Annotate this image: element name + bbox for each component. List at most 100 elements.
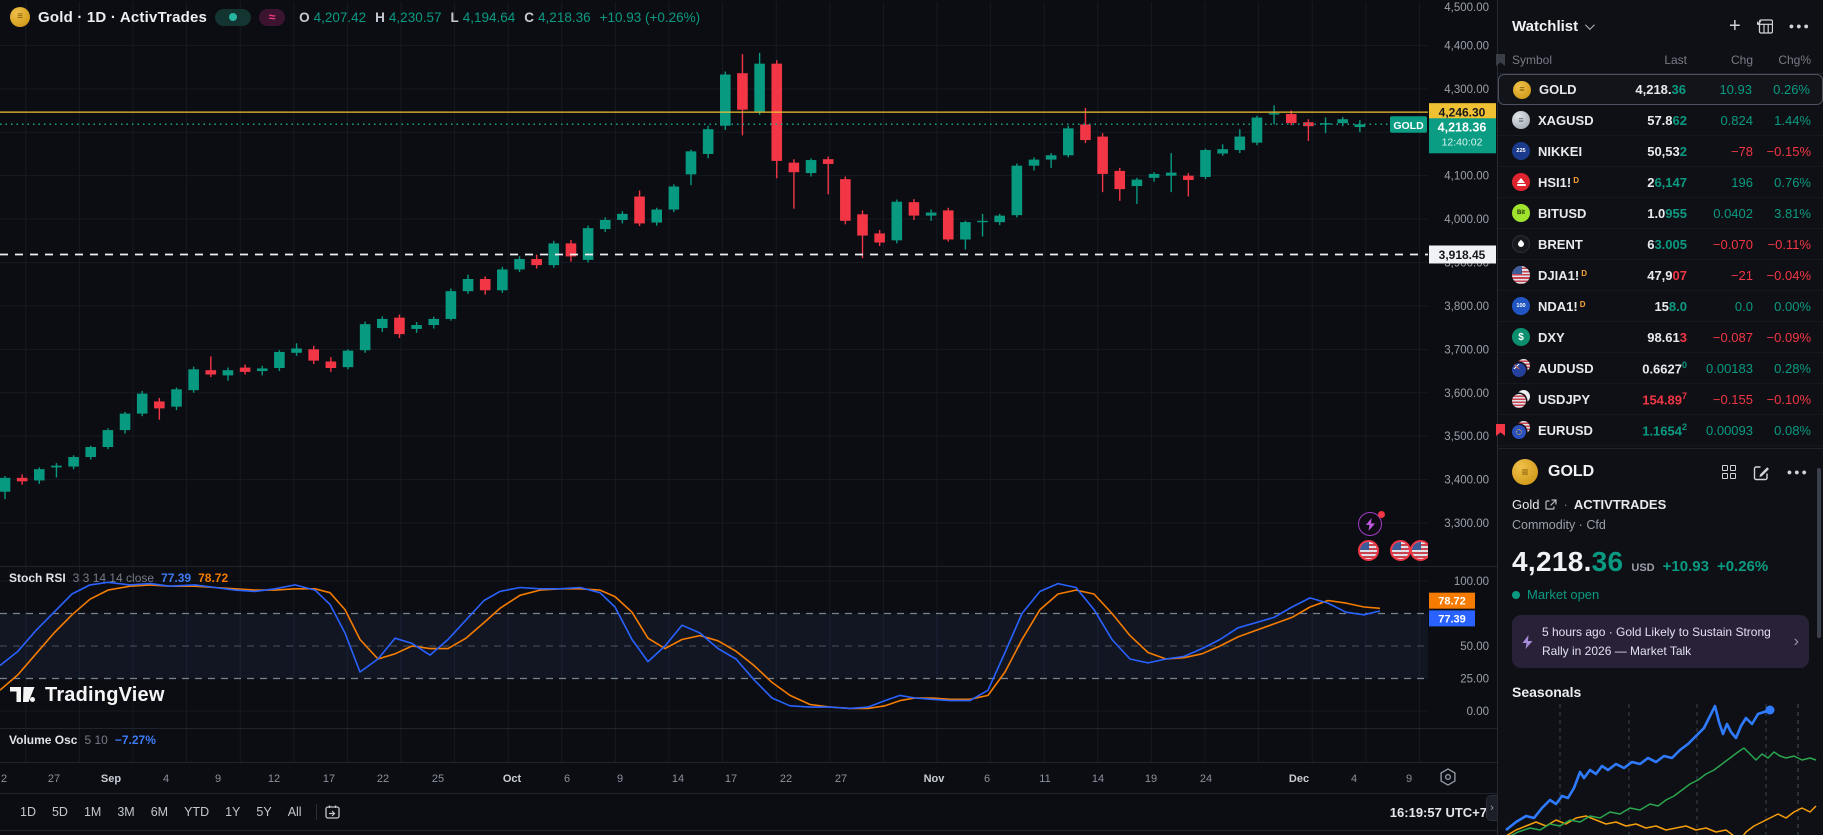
us-event-flag-icon[interactable] xyxy=(1358,540,1379,561)
tradingview-logo-icon xyxy=(10,687,35,702)
last-price: 98.613 xyxy=(1647,329,1687,345)
chart-title[interactable]: Gold · 1D · ActivTrades xyxy=(38,8,208,26)
last-price: 57.862 xyxy=(1647,112,1687,128)
svg-text:22: 22 xyxy=(377,773,389,785)
svg-text:100.00: 100.00 xyxy=(1454,576,1489,588)
alert-lightning-icon[interactable] xyxy=(1358,512,1382,536)
svg-text:25: 25 xyxy=(432,773,444,785)
detail-price-row: 4,218.36 USD +10.93 +0.26% xyxy=(1512,546,1769,577)
svg-text:3,800.00: 3,800.00 xyxy=(1444,301,1489,313)
watchlist-menu-button[interactable]: ●●● xyxy=(1788,21,1811,31)
range-button-5y[interactable]: 5Y xyxy=(256,805,272,819)
gold-symbol-icon: ≡ xyxy=(10,7,30,27)
range-button-5d[interactable]: 5D xyxy=(51,805,68,819)
range-button-all[interactable]: All xyxy=(287,805,302,819)
change-pct-value: 0.08% xyxy=(1774,422,1811,438)
right-panel: Watchlist + ●●● Symbol Last Chg Chg% ≡ GO… xyxy=(1496,0,1823,835)
add-symbol-button[interactable]: + xyxy=(1729,15,1741,37)
svg-text:12: 12 xyxy=(268,773,280,785)
watchlist-row-djia1[interactable]: DJIA1! D 47,907 −21 −0.04% xyxy=(1498,260,1823,291)
us-event-flag-icon[interactable] xyxy=(1390,540,1411,561)
watchlist-row-bitusd[interactable]: Bit BITUSD 1.0955 0.0402 3.81% xyxy=(1498,198,1823,229)
column-symbol[interactable]: Symbol xyxy=(1512,52,1553,67)
svg-text:12:40:02: 12:40:02 xyxy=(1442,136,1483,148)
seasonals-chart[interactable] xyxy=(1498,700,1823,835)
panel-scrollbar[interactable] xyxy=(1817,468,1821,638)
delayed-data-pill[interactable]: ≈ xyxy=(259,8,286,26)
change-value: 0.0402 xyxy=(1713,205,1753,221)
column-last[interactable]: Last xyxy=(1664,52,1687,67)
change-value: 0.0 xyxy=(1734,298,1753,314)
watchlist-row-brent[interactable]: BRENT 63.005 −0.070 −0.11% xyxy=(1498,229,1823,260)
last-price: 1.16542 xyxy=(1642,421,1687,439)
range-button-1d[interactable]: 1D xyxy=(20,805,36,819)
column-chg[interactable]: Chg xyxy=(1730,52,1753,67)
svg-text:4,400.00: 4,400.00 xyxy=(1444,40,1489,52)
watchlist-row-dxy[interactable]: $ DXY 98.613 −0.087 −0.09% xyxy=(1498,322,1823,353)
tradingview-watermark[interactable]: TradingView xyxy=(10,684,165,707)
change-value: −78 xyxy=(1730,143,1753,159)
price-chart-canvas[interactable]: 4,500.00 4,400.00 4,300.00 4,100.00 4,000.00… xyxy=(0,0,1497,835)
watchlist-row-hsi1[interactable]: HSI1! D 26,147 196 0.76% xyxy=(1498,167,1823,198)
svg-text:6: 6 xyxy=(984,773,990,785)
svg-text:22: 22 xyxy=(780,773,792,785)
go-to-date-button[interactable] xyxy=(324,805,340,819)
column-chgpct[interactable]: Chg% xyxy=(1778,52,1811,67)
svg-text:50.00: 50.00 xyxy=(1460,641,1489,653)
symbol-name: AUDUSD xyxy=(1538,360,1594,376)
range-button-1y[interactable]: 1Y xyxy=(225,805,241,819)
streaming-status-pill[interactable] xyxy=(215,8,252,26)
range-button-3m[interactable]: 3M xyxy=(117,805,135,819)
watchlist-row-gold[interactable]: ≡ GOLD 4,218.36 10.93 0.26% xyxy=(1498,74,1823,105)
last-price: 154.897 xyxy=(1642,390,1687,408)
watchlist-row-audusd[interactable]: AUDUSD 0.66270 0.00183 0.28% xyxy=(1498,353,1823,384)
stoch-d-value: 78.72 xyxy=(198,571,229,585)
market-open-dot-icon xyxy=(1512,590,1520,599)
last-price: 50,532 xyxy=(1647,143,1687,159)
detail-symbol[interactable]: GOLD xyxy=(1548,463,1595,480)
symbol-name: GOLD xyxy=(1539,82,1577,97)
watchlist-row-usdjpy[interactable]: USDJPY 154.897 −0.155 −0.10% xyxy=(1498,384,1823,415)
stoch-rsi-legend[interactable]: Stoch RSI 3 3 14 14 close 77.39 78.72 xyxy=(9,571,229,585)
detail-menu-button[interactable]: ●●● xyxy=(1786,467,1809,477)
watchlist-row-nda1[interactable]: 100 NDA1! D 158.0 0.0 0.00% xyxy=(1498,291,1823,322)
market-status: Market open xyxy=(1512,587,1809,602)
watchlist-row-eurusd[interactable]: EURUSD 1.16542 0.00093 0.08% xyxy=(1496,415,1823,446)
us-event-flag-icon[interactable] xyxy=(1410,540,1428,561)
svg-text:3,700.00: 3,700.00 xyxy=(1444,344,1489,356)
change-pct-value: 1.44% xyxy=(1774,112,1811,128)
hsi-symbol-icon xyxy=(1512,173,1530,191)
last-price: 26,147 xyxy=(1647,174,1687,190)
range-button-ytd[interactable]: YTD xyxy=(184,805,210,819)
range-button-1m[interactable]: 1M xyxy=(83,805,102,819)
watchlist-title-dropdown[interactable]: Watchlist xyxy=(1512,18,1595,35)
panel-collapse-button[interactable]: › xyxy=(1486,795,1497,821)
svg-text:17: 17 xyxy=(323,773,335,785)
layout-grid-icon[interactable] xyxy=(1721,465,1736,479)
change-pct-value: 3.81% xyxy=(1774,205,1811,221)
change-pct-value: 0.28% xyxy=(1774,360,1811,376)
session-clock[interactable]: 16:19:57 UTC+7 xyxy=(1389,804,1487,820)
high-value: 4,230.57 xyxy=(388,9,442,25)
news-lightning-icon xyxy=(1522,634,1533,649)
news-card[interactable]: 5 hours ago · Gold Likely to Sustain Str… xyxy=(1512,615,1809,669)
change-value: +10.93 (+0.26%) xyxy=(599,9,701,25)
bit-symbol-icon: Bit xyxy=(1512,204,1530,222)
edit-note-icon[interactable] xyxy=(1753,464,1770,481)
range-button-6m[interactable]: 6M xyxy=(150,805,169,819)
watchlist-layout-button[interactable] xyxy=(1756,18,1773,34)
close-value: 4,218.36 xyxy=(538,9,591,25)
external-link-icon[interactable] xyxy=(1545,498,1558,511)
toolbar-divider xyxy=(315,804,317,820)
detail-name[interactable]: Gold xyxy=(1512,497,1540,512)
svg-text:77.39: 77.39 xyxy=(1438,613,1466,625)
volume-osc-legend[interactable]: Volume Osc 5 10 −7.27% xyxy=(9,733,156,747)
bottom-toolbar: 1D 5D 1M 3M 6M YTD 1Y 5Y All 16:19:57 UTC+7 xyxy=(0,794,1497,830)
svg-text:6: 6 xyxy=(564,773,570,785)
watchlist-row-nikkei[interactable]: 225 NIKKEI 50,532 −78 −0.15% xyxy=(1498,136,1823,167)
change-pct-value: −0.10% xyxy=(1766,391,1811,407)
watchlist-row-xagusd[interactable]: ≡ XAGUSD 57.862 0.824 1.44% xyxy=(1498,105,1823,136)
svg-text:Nov: Nov xyxy=(924,773,946,785)
